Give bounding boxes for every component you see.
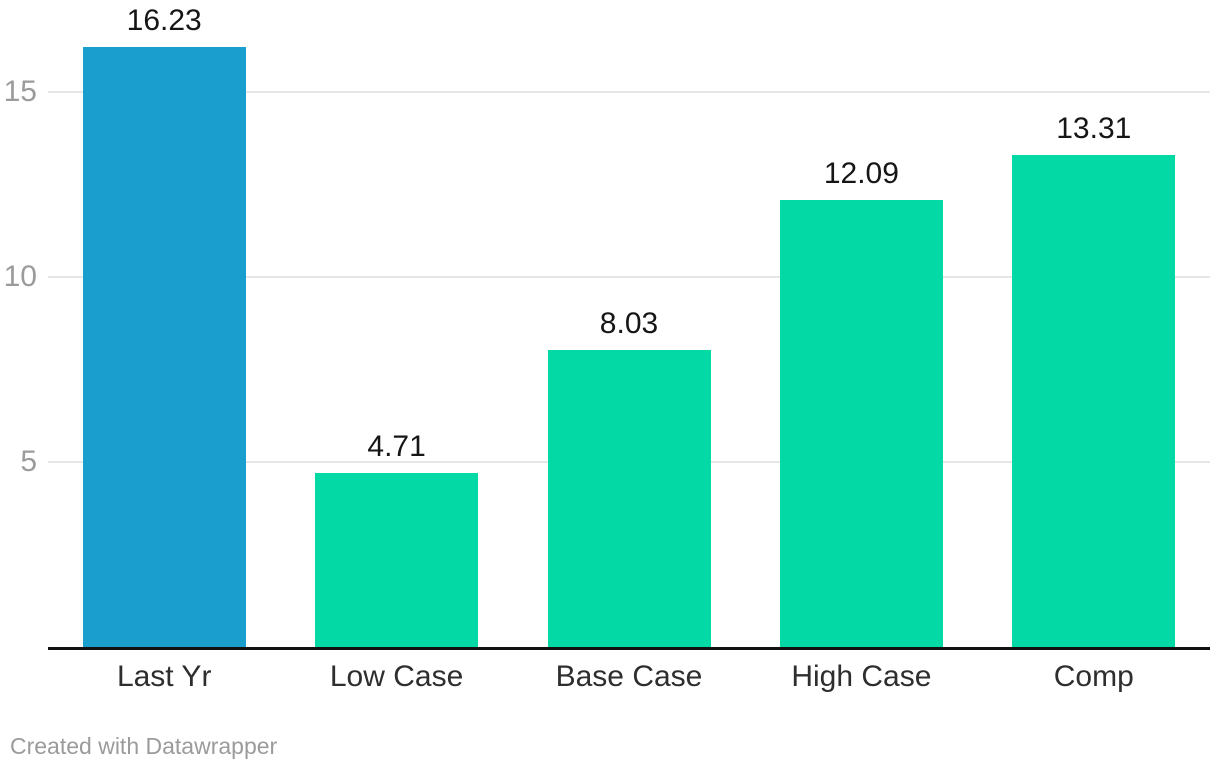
- gridline: [48, 276, 1210, 279]
- value-label: 4.71: [367, 429, 426, 463]
- y-tick-label: 15: [3, 75, 37, 109]
- x-axis-label: High Case: [791, 660, 932, 693]
- x-axis-label: Base Case: [555, 660, 703, 693]
- datawrapper-attribution-link[interactable]: Created with Datawrapper: [10, 733, 278, 759]
- y-axis: 5 10 15: [0, 0, 40, 647]
- x-axis-labels: Last Yr Low Case Base Case High Case Comp: [48, 655, 1210, 693]
- bar-base-case: [547, 350, 711, 647]
- bar-last-yr: [82, 46, 246, 647]
- gridline: [48, 91, 1210, 94]
- y-tick-label: 5: [20, 445, 37, 479]
- value-label: 12.09: [823, 157, 899, 190]
- bar-comp: [1012, 154, 1176, 647]
- x-axis-line: [48, 647, 1210, 650]
- value-label: 13.31: [1056, 111, 1132, 145]
- x-axis-label: Comp: [1053, 660, 1134, 693]
- y-tick-label: 10: [3, 260, 37, 294]
- x-axis-label: Low Case: [329, 660, 464, 693]
- value-label: 16.23: [126, 3, 202, 37]
- value-label: 8.03: [599, 307, 659, 341]
- bar-high-case: [779, 200, 943, 647]
- bar-low-case: [315, 472, 479, 647]
- plot-area: 16.23 4.71 8.03 12.09 13.31: [48, 0, 1210, 647]
- x-axis-label: Last Yr: [116, 660, 212, 693]
